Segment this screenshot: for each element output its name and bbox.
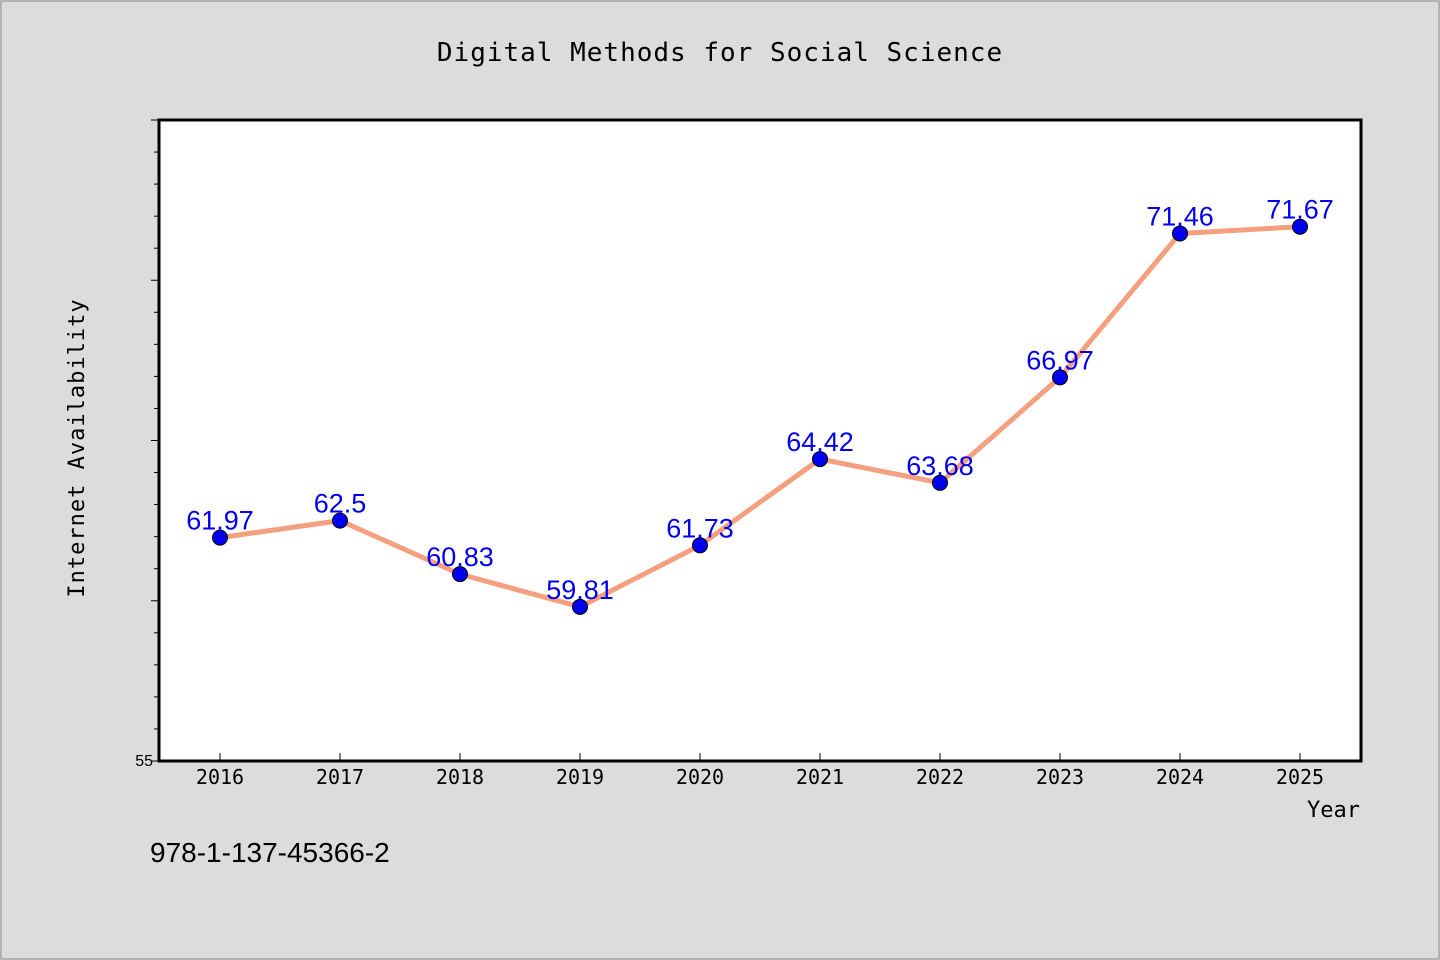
data-point[interactable] — [332, 512, 348, 529]
data-label: 61.73 — [666, 513, 734, 543]
x-tick-label: 2023 — [1036, 765, 1084, 789]
data-point[interactable] — [1052, 369, 1068, 386]
x-tick-label: 2022 — [916, 765, 964, 789]
data-labels: 61.97 62.5 60.83 59.81 61.73 64.42 63.68 66.97 7… — [186, 195, 1334, 605]
data-label: 60.83 — [426, 542, 494, 572]
x-tick-label: 2017 — [316, 765, 364, 789]
x-tick-label: 2024 — [1156, 765, 1204, 789]
x-tick-label: 2020 — [676, 765, 724, 789]
x-axis-ticks: 2016 2017 2018 2019 2020 2021 2022 2023 2024 2025 — [196, 753, 1324, 789]
y-axis-label: Internet Availability — [65, 298, 90, 597]
x-tick-label: 2019 — [556, 765, 604, 789]
y-tick-label: 55 — [135, 753, 153, 770]
data-label: 63.68 — [906, 451, 974, 481]
data-label: 66.97 — [1026, 345, 1094, 375]
x-tick-label: 2025 — [1276, 765, 1324, 789]
data-label: 64.42 — [786, 427, 854, 457]
data-point[interactable] — [572, 598, 588, 615]
data-label: 59.81 — [546, 575, 614, 605]
plot-area — [157, 118, 1363, 763]
data-point[interactable] — [212, 529, 228, 546]
data-label: 61.97 — [186, 506, 254, 536]
data-point[interactable] — [932, 474, 948, 491]
data-label: 62.5 — [314, 489, 367, 519]
x-axis-label: Year — [1307, 798, 1360, 823]
series-layer — [212, 218, 1308, 615]
x-tick-label: 2021 — [796, 765, 844, 789]
chart-title: Digital Methods for Social Science — [437, 38, 1003, 68]
data-point[interactable] — [812, 451, 828, 468]
data-point[interactable] — [452, 566, 468, 583]
x-tick-label: 2018 — [436, 765, 484, 789]
data-point[interactable] — [692, 537, 708, 554]
data-label: 71.67 — [1266, 195, 1334, 225]
y-axis-ticks: 55 — [135, 119, 159, 770]
x-tick-label: 2016 — [196, 765, 244, 789]
data-point[interactable] — [1292, 218, 1308, 235]
isbn-text: 978-1-137-45366-2 — [150, 837, 390, 868]
data-point[interactable] — [1172, 225, 1188, 242]
series-line — [217, 224, 1303, 610]
data-label: 71.46 — [1146, 201, 1214, 231]
